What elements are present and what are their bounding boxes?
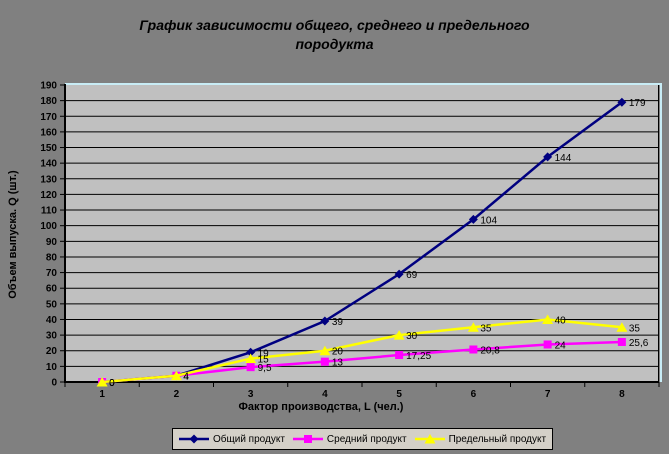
data-point [395, 351, 404, 360]
data-point [617, 97, 627, 107]
x-tick-label: 5 [396, 389, 402, 400]
legend-item-total-product[interactable]: Общий продукт [179, 434, 285, 445]
data-point [469, 345, 478, 354]
data-point [170, 370, 182, 381]
chart-title-line1: График зависимости общего, среднего и пр… [139, 17, 530, 33]
data-point [543, 152, 553, 162]
y-tick-label: 90 [46, 237, 58, 248]
data-label: 104 [480, 215, 497, 226]
chart-title: График зависимости общего, среднего и пр… [0, 16, 669, 54]
data-point [320, 316, 330, 326]
data-label: 39 [332, 317, 344, 328]
chart-title-line2: породукта [295, 36, 374, 52]
y-tick-label: 190 [40, 81, 57, 92]
data-label: 0 [109, 378, 115, 389]
data-point [246, 347, 256, 357]
data-point [467, 322, 479, 332]
data-point [246, 363, 255, 372]
data-label: 17,25 [406, 351, 431, 362]
x-tick-label: 7 [545, 389, 551, 400]
data-label: 24 [555, 340, 567, 351]
y-axis-title: Объем выпуска. Q (шт.) [7, 170, 19, 299]
data-point [542, 314, 554, 324]
data-label: 69 [406, 270, 418, 281]
x-tick-label: 8 [619, 389, 625, 400]
data-point [319, 345, 331, 356]
y-tick-label: 40 [46, 315, 58, 326]
data-label: 35 [629, 323, 641, 334]
data-label: 4 [183, 372, 189, 383]
legend-label: Общий продукт [213, 433, 285, 445]
y-tick-label: 70 [46, 268, 58, 279]
series-line [102, 318, 623, 384]
legend-marker-shape [303, 435, 312, 443]
data-point [394, 269, 404, 279]
y-tick-label: 60 [46, 284, 58, 295]
y-tick-label: 10 [46, 362, 58, 373]
legend-marker-triangle-icon [414, 434, 445, 444]
data-label: 13 [332, 358, 344, 369]
data-label: 20,8 [480, 345, 500, 356]
legend-item-average-product[interactable]: Средний продукт [292, 433, 407, 445]
plot-border-highlight [65, 83, 662, 382]
series-average: 0 4 9,5 13 17,25 20,8 24 25,6 [98, 337, 649, 389]
x-tick-label: 1 [99, 389, 105, 400]
legend-item-marginal-product[interactable]: Предельный продукт [414, 433, 547, 445]
legend-marker-shape [189, 434, 199, 444]
y-tick-label: 20 [46, 346, 58, 357]
y-tick-label: 180 [40, 96, 57, 107]
data-label: 15 [258, 355, 270, 366]
data-label: 25,6 [629, 338, 649, 349]
data-label: 4 [183, 372, 189, 383]
plot-area [65, 85, 659, 382]
legend-marker-square-icon [292, 435, 323, 443]
data-label: 35 [480, 323, 492, 334]
legend-marker-diamond-icon [179, 434, 209, 444]
y-tick-label: 160 [40, 127, 57, 138]
legend-label: Предельный продукт [448, 433, 547, 445]
y-tick-label: 80 [46, 252, 58, 263]
x-tick-label: 2 [174, 389, 180, 400]
x-tick-label: 6 [471, 389, 477, 400]
data-label: 4 [183, 372, 189, 383]
data-label: 40 [555, 315, 567, 326]
series-marginal: 0 4 15 20 30 35 40 35 [96, 314, 641, 389]
data-point [616, 322, 628, 332]
y-tick-label: 130 [40, 174, 57, 185]
legend-label: Средний продукт [326, 433, 407, 445]
series-line [102, 340, 622, 384]
y-tick-label: 0 [51, 378, 57, 389]
data-point [320, 357, 329, 366]
data-label: 179 [629, 98, 646, 109]
y-tick-label: 140 [40, 159, 57, 170]
data-point [617, 337, 626, 346]
data-point [393, 330, 405, 340]
data-label: 144 [555, 153, 572, 164]
data-label: 0 [109, 378, 115, 389]
x-tick-label: 3 [248, 389, 254, 400]
x-tick-label: 4 [322, 389, 328, 400]
y-tick-label: 170 [40, 112, 57, 123]
y-tick-label: 30 [46, 331, 58, 342]
y-tick-label: 120 [40, 190, 57, 201]
data-label: 19 [258, 348, 270, 359]
data-point [96, 377, 108, 387]
data-point [468, 214, 478, 224]
data-label: 0 [109, 378, 115, 389]
data-label: 20 [332, 347, 344, 358]
y-tick-label: 110 [41, 206, 58, 217]
legend-marker-shape [424, 434, 436, 444]
data-point [543, 340, 552, 349]
y-tick-label: 150 [40, 143, 57, 154]
data-label: 30 [406, 331, 418, 342]
legend[interactable]: Общий продукт Средний продукт Предельный… [172, 428, 554, 450]
data-label: 9,5 [258, 363, 272, 374]
x-axis-title: Фактор производства, L (чел.) [238, 401, 404, 413]
y-tick-label: 100 [40, 221, 57, 232]
data-point [245, 353, 257, 364]
y-tick-label: 50 [46, 299, 58, 310]
